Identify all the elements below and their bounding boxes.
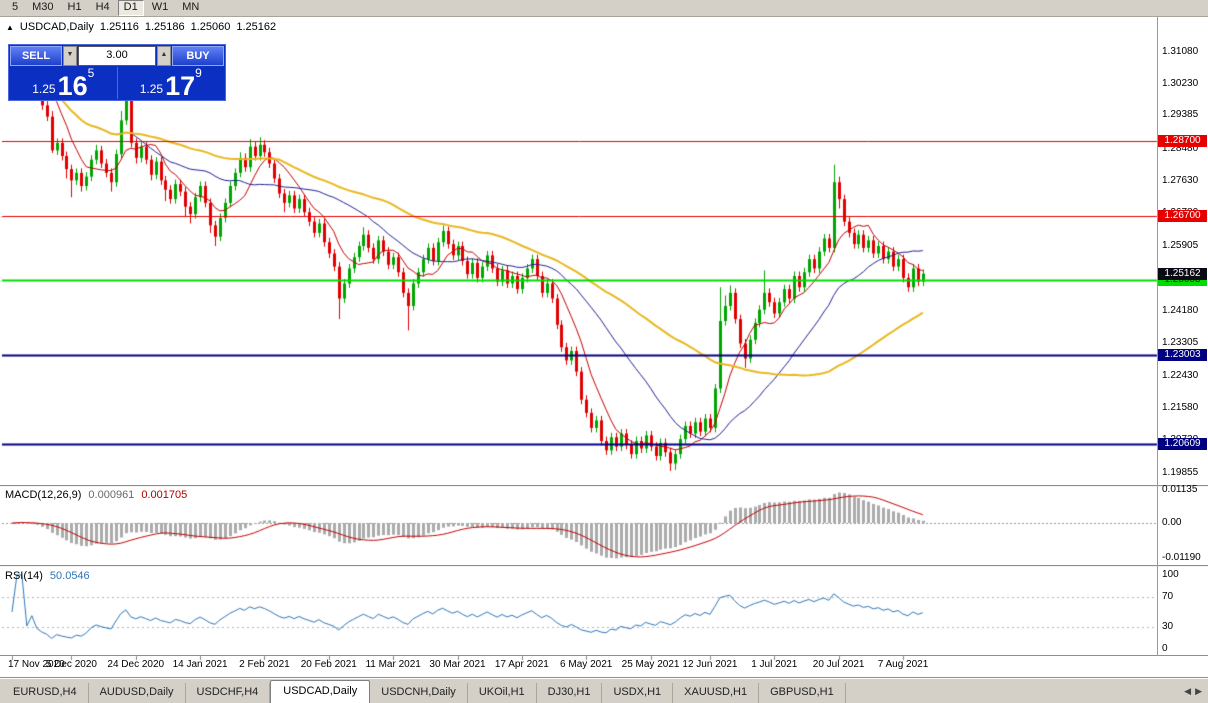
macd-axis-tick: 0.00 [1162, 517, 1182, 528]
macd-signal-value: 0.001705 [141, 489, 188, 501]
period-button-h4[interactable]: H4 [95, 1, 110, 13]
sell-price-big-digits: 16 [57, 71, 88, 101]
time-axis-separator [0, 655, 1208, 656]
ohlc-close: 1.25162 [236, 21, 277, 33]
chart-tabs: EURUSD,H4 AUDUSD,Daily USDCHF,H4 USDCAD,Dai… [2, 680, 846, 703]
price-tick: 1.21580 [1162, 402, 1199, 413]
macd-label: MACD(12,26,9) 0.000961 0.001705 [5, 489, 187, 501]
period-button-d1[interactable]: D1 [117, 0, 144, 16]
date-label: 7 Aug 2021 [877, 659, 929, 670]
rsi-axis-tick: 70 [1162, 591, 1174, 603]
macd-axis-tick: -0.01190 [1162, 551, 1201, 563]
chart-tab-ukoil[interactable]: UKOil,H1 [468, 683, 537, 703]
buy-price-pip-digit: 9 [195, 66, 202, 80]
rsi-value: 50.0546 [49, 570, 90, 582]
price-tick: 1.31080 [1162, 45, 1199, 57]
rsi-name: RSI(14) [5, 570, 43, 582]
date-label: 20 Feb 2021 [300, 659, 357, 670]
buy-price-prefix: 1.25 [139, 82, 164, 96]
price-tick: 1.29385 [1162, 109, 1199, 121]
price-tick: 1.24180 [1162, 304, 1199, 316]
hline-price-label: 1.26700 [1158, 210, 1207, 222]
rsi-label: RSI(14) 50.0546 [5, 570, 90, 582]
date-label: 5 Dec 2020 [45, 659, 97, 670]
date-label: 11 Mar 2021 [365, 659, 421, 670]
sell-price-button[interactable]: 1.25 16 5 [10, 66, 117, 101]
period-button-h1[interactable]: H1 [67, 1, 82, 13]
chart-collapse-icon[interactable]: ▲ [6, 22, 14, 32]
macd-axis-tick: 0.01135 [1162, 484, 1198, 496]
sell-price-pip-digit: 5 [87, 66, 95, 80]
timeframe-toolbar: 5 M30 H1 H4 D1 W1 MN [0, 0, 1208, 17]
current-price-label: 1.25162 [1158, 267, 1207, 280]
chart-header: ▲ USDCAD,Daily 1.25116 1.25186 1.25060 1… [6, 21, 276, 33]
date-label: 20 Jul 2021 [812, 659, 865, 670]
price-tick: 1.25905 [1162, 239, 1199, 251]
rsi-axis-tick: 30 [1162, 620, 1174, 632]
period-button-mn[interactable]: MN [182, 1, 200, 13]
volume-decrease-button[interactable]: ▼ [63, 46, 77, 66]
buy-button[interactable]: BUY [172, 46, 224, 66]
sell-button[interactable]: SELL [10, 46, 62, 66]
buy-price-big-digits: 17 [165, 71, 196, 101]
date-label: 30 Mar 2021 [429, 659, 486, 670]
chart-tab-usdx[interactable]: USDX,H1 [602, 683, 674, 703]
sell-price-prefix: 1.25 [32, 82, 56, 96]
macd-value: 0.000961 [88, 489, 135, 501]
period-button-5[interactable]: 5 [12, 1, 19, 13]
date-label: 6 May 2021 [560, 659, 613, 670]
tab-scroll-left-icon[interactable]: ◀ [1184, 686, 1192, 696]
period-button-m30[interactable]: M30 [32, 1, 54, 13]
hline-price-label: 1.20609 [1158, 438, 1207, 451]
date-label: 14 Jan 2021 [172, 659, 228, 670]
tab-navigation: ◀ ▶ [1184, 686, 1206, 703]
ohlc-high: 1.25186 [144, 21, 185, 33]
chart-symbol-label: USDCAD,Daily [19, 21, 94, 33]
volume-increase-button[interactable]: ▲ [157, 46, 171, 66]
hline-price-label: 1.23003 [1158, 348, 1207, 361]
price-tick: 1.23305 [1162, 337, 1199, 349]
date-label: 1 Jul 2021 [751, 659, 798, 670]
timeframe-buttons: 5 M30 H1 H4 D1 W1 MN [6, 0, 205, 16]
date-label: 2 Feb 2021 [239, 659, 290, 670]
axis-separator [1157, 17, 1158, 656]
chart-tab-audusd[interactable]: AUDUSD,Daily [89, 683, 186, 703]
volume-input[interactable]: 3.00 [78, 46, 156, 66]
panel-splitter-rsi[interactable] [0, 565, 1208, 567]
chart-tab-usdcnh[interactable]: USDCNH,Daily [370, 683, 468, 703]
chart-tab-dj30[interactable]: DJ30,H1 [537, 683, 603, 703]
tab-scroll-right-icon[interactable]: ▶ [1195, 686, 1202, 696]
chart-tab-bar: EURUSD,H4 AUDUSD,Daily USDCHF,H4 USDCAD,Dai… [0, 677, 1208, 703]
price-tick: 1.22430 [1162, 370, 1199, 382]
chart-tab-usdchf[interactable]: USDCHF,H4 [186, 683, 271, 703]
hline-price-label: 1.28700 [1158, 135, 1207, 147]
chart-tab-xauusd[interactable]: XAUUSD,H1 [673, 683, 760, 703]
ohlc-low: 1.25060 [190, 21, 231, 33]
period-button-w1[interactable]: W1 [151, 1, 169, 13]
chart-tab-eurusd[interactable]: EURUSD,H4 [2, 683, 89, 703]
ohlc-open: 1.25116 [99, 21, 139, 33]
chart-tab-gbpusd[interactable]: GBPUSD,H1 [759, 683, 846, 703]
date-label: 12 Jun 2021 [682, 659, 738, 670]
one-click-trading-panel: SELL ▼ 3.00 ▲ BUY 1.25 16 5 1.25 17 9 [8, 44, 226, 101]
price-tick: 1.30230 [1162, 77, 1199, 89]
rsi-axis-tick: 100 [1162, 569, 1179, 580]
macd-name: MACD(12,26,9) [5, 489, 82, 501]
price-tick: 1.28480 [1162, 143, 1199, 155]
date-label: 25 May 2021 [621, 659, 680, 670]
chart-tab-usdcad[interactable]: USDCAD,Daily [270, 680, 371, 703]
date-label: 24 Dec 2020 [107, 659, 165, 670]
price-tick: 1.27630 [1162, 175, 1199, 187]
panel-splitter-macd[interactable] [0, 485, 1208, 487]
price-tick: 1.19855 [1162, 466, 1199, 478]
buy-price-button[interactable]: 1.25 17 9 [116, 66, 225, 101]
date-label: 17 Nov 2020 [8, 659, 65, 670]
date-label: 17 Apr 2021 [494, 659, 549, 670]
rsi-axis-tick: 0 [1162, 643, 1168, 654]
